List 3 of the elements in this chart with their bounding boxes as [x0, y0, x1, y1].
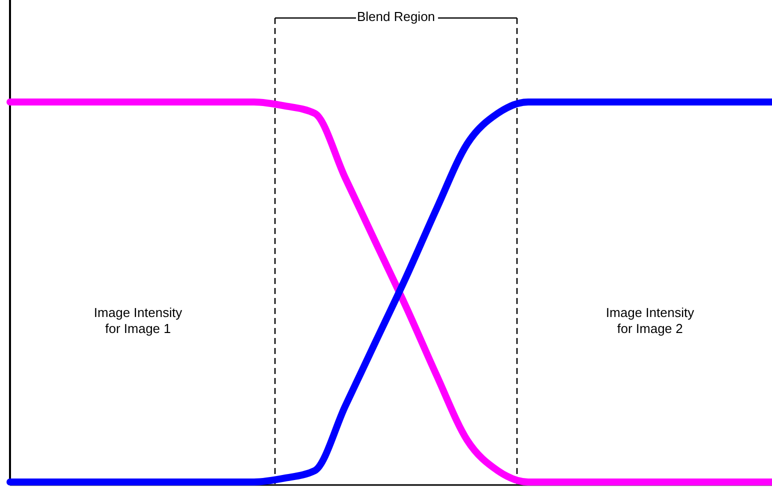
- annotation: Image Intensity for Image 1: [94, 305, 183, 336]
- text: Blend Region: [356, 9, 436, 24]
- annotation: Image Intensity for Image 2: [606, 305, 695, 336]
